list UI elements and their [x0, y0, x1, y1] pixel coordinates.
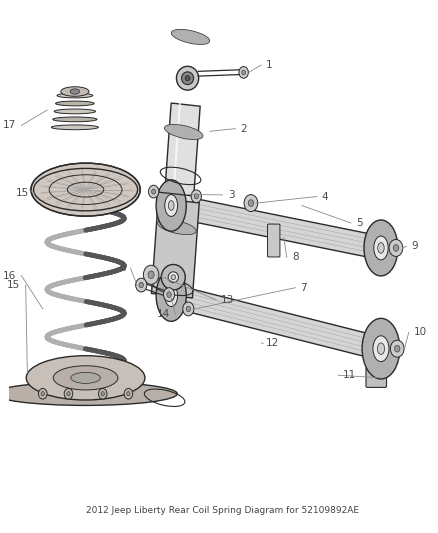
Ellipse shape — [57, 93, 93, 98]
Polygon shape — [152, 198, 199, 298]
Ellipse shape — [156, 270, 186, 321]
Ellipse shape — [167, 292, 171, 297]
Ellipse shape — [148, 271, 154, 279]
Ellipse shape — [99, 389, 107, 399]
Ellipse shape — [101, 392, 104, 396]
Ellipse shape — [378, 243, 384, 253]
Text: 15: 15 — [7, 280, 21, 290]
Ellipse shape — [161, 264, 185, 290]
Ellipse shape — [171, 275, 176, 280]
Ellipse shape — [182, 72, 194, 85]
FancyBboxPatch shape — [366, 367, 386, 387]
Text: 3: 3 — [228, 190, 234, 200]
Polygon shape — [170, 284, 383, 360]
Ellipse shape — [177, 66, 199, 90]
Ellipse shape — [393, 245, 399, 252]
Text: 7: 7 — [300, 282, 307, 293]
Text: 10: 10 — [414, 327, 427, 337]
Ellipse shape — [148, 185, 159, 198]
Text: 9: 9 — [412, 241, 418, 252]
Ellipse shape — [56, 101, 94, 106]
Text: 14: 14 — [157, 309, 170, 319]
Ellipse shape — [378, 343, 385, 354]
Ellipse shape — [395, 345, 400, 352]
Ellipse shape — [163, 288, 175, 302]
Text: 4: 4 — [322, 191, 328, 201]
Text: 5: 5 — [356, 218, 363, 228]
Ellipse shape — [136, 278, 147, 292]
Ellipse shape — [53, 366, 118, 390]
Ellipse shape — [26, 356, 145, 400]
Ellipse shape — [127, 392, 130, 396]
Ellipse shape — [185, 76, 190, 81]
Ellipse shape — [191, 190, 201, 203]
Ellipse shape — [186, 306, 191, 312]
Ellipse shape — [71, 373, 100, 383]
Ellipse shape — [156, 180, 186, 231]
Ellipse shape — [53, 117, 97, 122]
Ellipse shape — [168, 291, 174, 301]
Ellipse shape — [41, 392, 45, 396]
Ellipse shape — [70, 89, 80, 94]
Text: 1: 1 — [266, 60, 273, 70]
Ellipse shape — [389, 239, 403, 256]
Ellipse shape — [165, 285, 177, 306]
Ellipse shape — [168, 200, 174, 211]
Ellipse shape — [31, 163, 140, 216]
Ellipse shape — [374, 236, 388, 260]
Ellipse shape — [373, 336, 389, 361]
Text: 13: 13 — [221, 295, 234, 305]
Text: 2: 2 — [240, 124, 247, 134]
Ellipse shape — [364, 220, 398, 276]
Text: 8: 8 — [292, 253, 299, 262]
Ellipse shape — [244, 195, 258, 212]
Ellipse shape — [67, 392, 70, 396]
Text: 6: 6 — [119, 263, 125, 273]
Ellipse shape — [183, 302, 194, 316]
Ellipse shape — [64, 389, 73, 399]
Ellipse shape — [239, 67, 248, 78]
Ellipse shape — [0, 382, 177, 406]
Polygon shape — [170, 194, 382, 260]
Ellipse shape — [152, 189, 155, 194]
Polygon shape — [163, 103, 200, 223]
Text: 2012 Jeep Liberty Rear Coil Spring Diagram for 52109892AE: 2012 Jeep Liberty Rear Coil Spring Diagr… — [86, 506, 359, 515]
Ellipse shape — [168, 272, 178, 282]
Ellipse shape — [390, 340, 404, 357]
Ellipse shape — [54, 109, 95, 114]
Ellipse shape — [139, 282, 144, 288]
FancyBboxPatch shape — [268, 224, 280, 257]
Ellipse shape — [164, 124, 203, 140]
Ellipse shape — [61, 87, 89, 96]
Ellipse shape — [51, 125, 99, 130]
Ellipse shape — [194, 194, 198, 199]
Ellipse shape — [143, 265, 159, 284]
Ellipse shape — [39, 389, 47, 399]
Text: 11: 11 — [343, 370, 357, 380]
Ellipse shape — [362, 318, 400, 379]
Text: 15: 15 — [16, 188, 29, 198]
Ellipse shape — [171, 29, 210, 44]
Ellipse shape — [124, 389, 133, 399]
Ellipse shape — [158, 220, 196, 235]
Ellipse shape — [248, 200, 254, 206]
Ellipse shape — [165, 195, 177, 216]
Ellipse shape — [242, 70, 246, 75]
Text: 17: 17 — [3, 120, 16, 131]
Text: 12: 12 — [266, 338, 279, 348]
Text: 16: 16 — [3, 271, 16, 280]
